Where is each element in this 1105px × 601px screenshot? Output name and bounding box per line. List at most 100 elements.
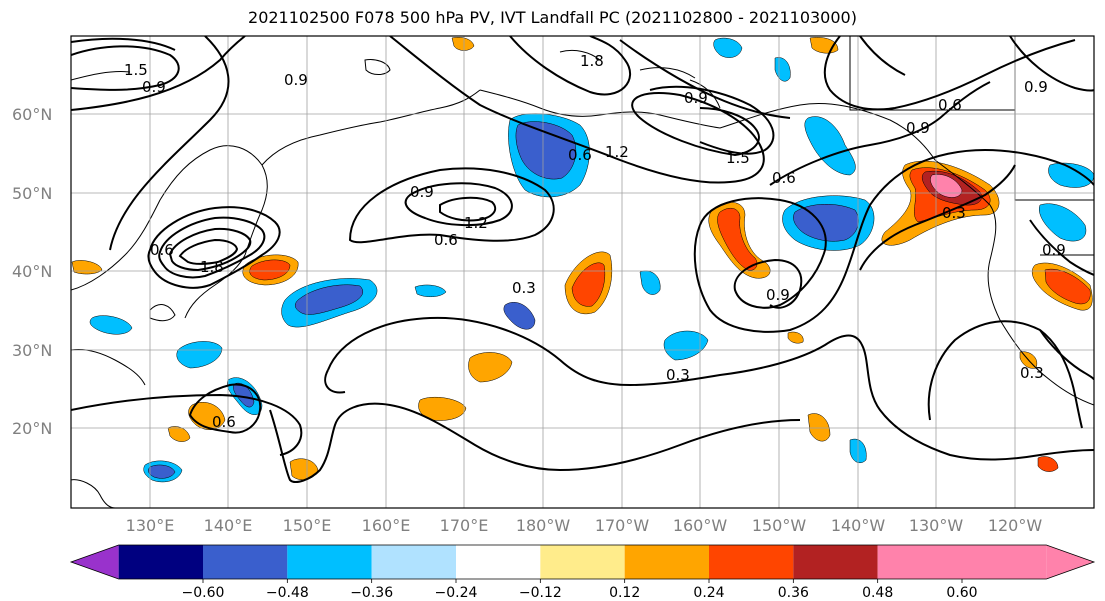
pos-anomaly-blob — [787, 331, 804, 344]
lat-label: 40°N — [12, 262, 52, 281]
contour-label: 0.6 — [212, 413, 236, 431]
lon-label: 130°W — [909, 516, 964, 535]
latitude-labels: 60°N 50°N 40°N 30°N 20°N — [12, 105, 52, 438]
neg-anomaly-blob — [414, 284, 447, 297]
neg-anomaly-core — [148, 464, 176, 479]
colorbar-tick-label: 0.12 — [609, 585, 640, 601]
pos-anomaly-blob — [289, 458, 319, 481]
lon-label: 140°E — [204, 516, 253, 535]
anomaly-fills — [71, 37, 1094, 483]
pos-anomaly-blob — [468, 352, 513, 383]
neg-anomaly-core — [295, 284, 364, 315]
contour-label: 0.3 — [942, 204, 966, 222]
coastlines — [71, 36, 1094, 508]
neg-anomaly-core — [793, 203, 859, 242]
neg-anomaly-blob — [176, 341, 223, 369]
contour-label: 1.8 — [580, 52, 604, 70]
neg-anomaly-blob — [713, 37, 743, 58]
lon-label: 180°W — [516, 516, 571, 535]
map-title: 2021102500 F078 500 hPa PV, IVT Landfall… — [248, 8, 857, 27]
contour-label: 0.9 — [684, 89, 708, 107]
colorbar-tick-label: 0.48 — [862, 585, 893, 601]
lon-label: 140°W — [831, 516, 886, 535]
colorbar-segment — [877, 545, 962, 579]
contour-label: 0.3 — [1020, 364, 1044, 382]
lon-label: 150°W — [752, 516, 807, 535]
lat-label: 50°N — [12, 184, 52, 203]
lat-label: 20°N — [12, 419, 52, 438]
colorbar-tick-label: −0.60 — [182, 585, 225, 601]
colorbar-segment — [624, 545, 709, 579]
colorbar-tick-label: −0.12 — [519, 585, 562, 601]
lon-label: 130°E — [126, 516, 175, 535]
contour-label: 1.8 — [200, 258, 224, 276]
pos-anomaly-blob — [1037, 456, 1059, 472]
contour-label: 0.9 — [906, 119, 930, 137]
colorbar-outline — [69, 544, 1096, 580]
contour-label: 1.5 — [726, 149, 750, 167]
contour-label: 0.3 — [666, 366, 690, 384]
colorbar-segment — [793, 545, 878, 579]
pos-anomaly-strong — [249, 259, 291, 281]
colorbar-ticks: −0.60 −0.48 −0.36 −0.24 −0.12 0.12 0.24 0.36 0.4… — [182, 579, 978, 601]
gridlines — [71, 36, 1094, 508]
colorbar-extend-high — [1046, 545, 1094, 579]
lat-label: 30°N — [12, 341, 52, 360]
contour-label: 0.9 — [1024, 78, 1048, 96]
contour-label: 0.6 — [938, 96, 962, 114]
contour-label: 0.9 — [1042, 241, 1066, 259]
colorbar-segment — [287, 545, 372, 579]
lon-label: 160°W — [673, 516, 728, 535]
contour-labels: 1.5 0.9 1.8 0.9 0.6 0.9 1.2 1.5 0.6 0.6 … — [124, 52, 1066, 431]
plot-border — [70, 35, 1095, 509]
colorbar-tick-label: −0.24 — [435, 585, 478, 601]
pos-anomaly-blob — [807, 413, 831, 442]
colorbar-tick-label: −0.36 — [350, 585, 393, 601]
colorbar-tick-label: 0.36 — [778, 585, 809, 601]
pos-anomaly-blob — [167, 426, 191, 442]
colorbar-segment — [540, 545, 625, 579]
pos-anomaly-strong — [1044, 268, 1091, 305]
colorbar-segment — [962, 545, 1047, 579]
contour-label: 0.6 — [772, 169, 796, 187]
contour-label: 0.9 — [766, 286, 790, 304]
pos-anomaly-blob — [451, 37, 475, 51]
colorbar-segment — [371, 545, 456, 579]
lon-label: 170°E — [440, 516, 489, 535]
neg-anomaly-blob — [663, 330, 709, 361]
neg-anomaly-blob — [639, 270, 661, 295]
contour-label: 1.5 — [124, 61, 148, 79]
contour-label: 0.6 — [568, 146, 592, 164]
contour-label: 0.9 — [410, 183, 434, 201]
neg-anomaly-core — [515, 121, 577, 180]
lon-label: 160°E — [362, 516, 411, 535]
colorbar-segment — [709, 545, 794, 579]
pos-anomaly-blob — [418, 397, 467, 421]
colorbar-extend-low — [71, 545, 119, 579]
pv-contours — [71, 36, 1094, 483]
colorbar-segment — [456, 545, 541, 579]
contour-label: 0.9 — [284, 71, 308, 89]
pos-anomaly-peak — [930, 174, 963, 198]
contour-label: 0.9 — [142, 78, 166, 96]
lon-label: 150°E — [283, 516, 332, 535]
neg-anomaly-blob — [804, 116, 856, 176]
neg-anomaly-blob — [1038, 203, 1087, 242]
contour-label: 1.2 — [464, 214, 488, 232]
neg-anomaly-blob — [1048, 162, 1094, 188]
neg-anomaly-blob — [503, 302, 536, 330]
colorbar-segment — [118, 545, 203, 579]
contour-label: 1.2 — [605, 143, 629, 161]
colorbar — [69, 544, 1096, 580]
colorbar-tick-label: 0.24 — [693, 585, 724, 601]
lon-label: 120°W — [988, 516, 1043, 535]
lon-label: 170°W — [595, 516, 650, 535]
contour-label: 0.6 — [434, 231, 458, 249]
colorbar-segment — [203, 545, 288, 579]
contour-label: 0.6 — [150, 241, 174, 259]
longitude-labels: 130°E 140°E 150°E 160°E 170°E 180°W 170°… — [126, 516, 1043, 535]
colorbar-tick-label: −0.48 — [266, 585, 309, 601]
pos-anomaly-strong — [717, 207, 758, 271]
neg-anomaly-blob — [89, 315, 133, 335]
